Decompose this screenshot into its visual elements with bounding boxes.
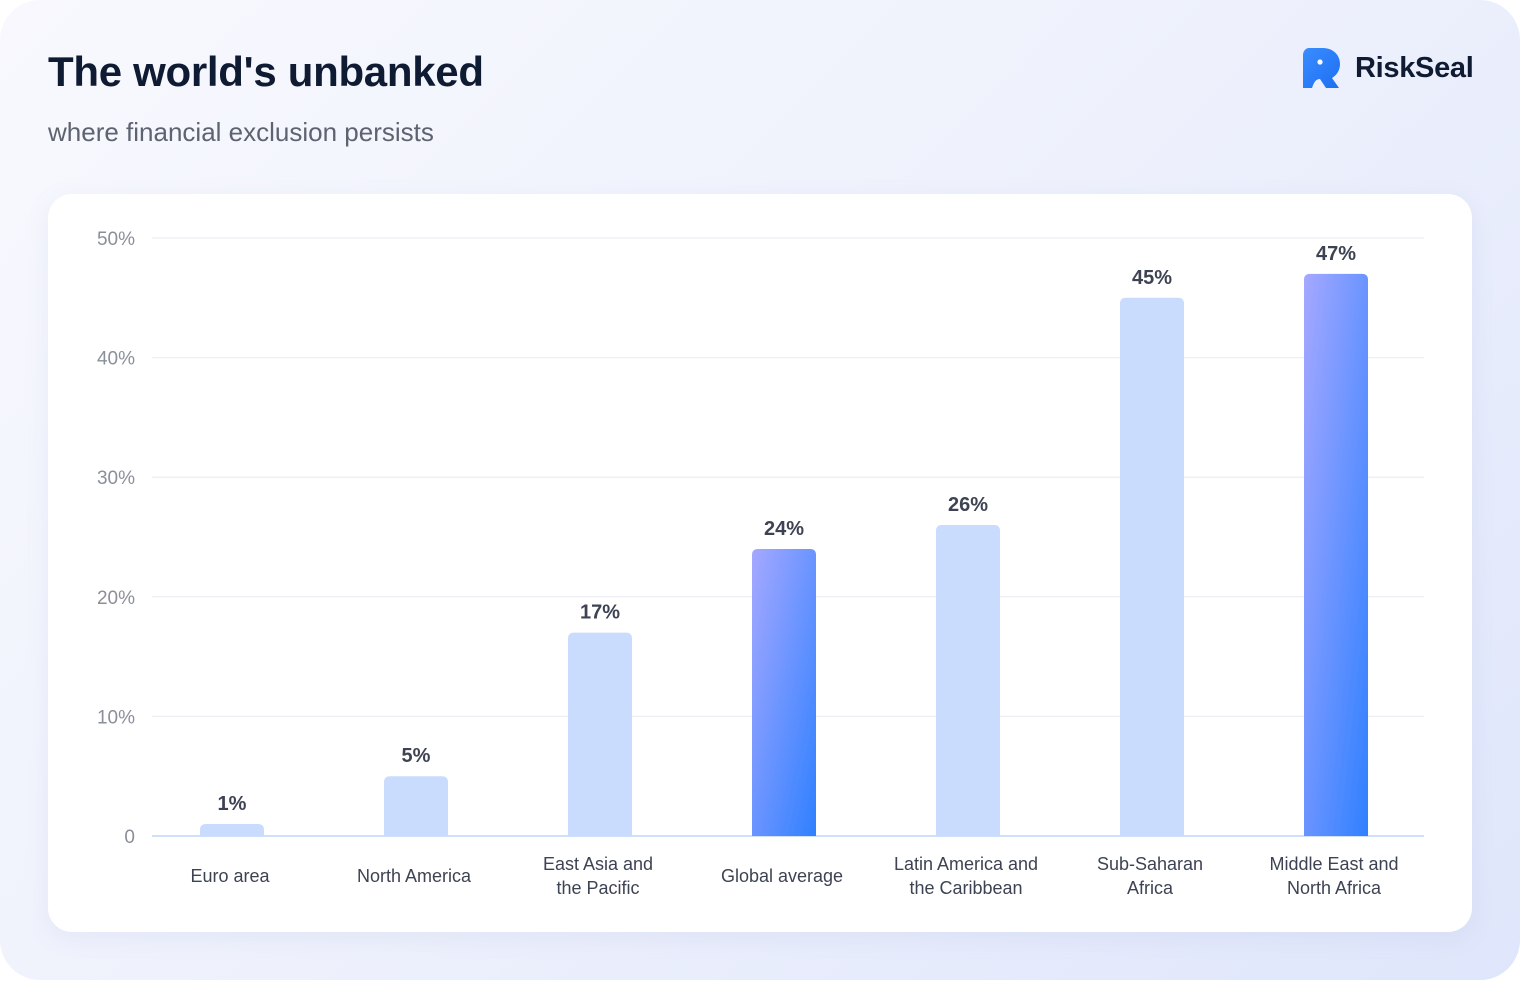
value-label: 47% [1316,243,1356,265]
bar-2 [568,632,632,836]
x-tick-label: Middle East and North Africa [1269,854,1398,898]
bar-6 [1304,273,1368,836]
brand-logo: RiskSeal [1302,46,1474,90]
y-tick-label: 50% [97,229,135,250]
x-tick-label: North America [357,866,472,886]
bar-3 [752,548,816,836]
bar-1 [384,776,448,836]
y-tick-label: 0 [124,827,135,848]
value-label: 17% [580,602,620,624]
x-tick-label-line: Global average [721,866,843,886]
x-tick-label-line: Middle East and [1269,854,1398,874]
x-tick-label-line: Africa [1127,878,1174,898]
bar-4 [936,525,1000,836]
x-tick-label-line: the Pacific [556,878,639,898]
x-tick-label-line: Latin America and [894,854,1038,874]
x-tick-label-line: North America [357,866,472,886]
x-tick-label: Latin America and the Caribbean [894,854,1038,898]
value-label: 24% [764,518,804,540]
x-tick-label: Euro area [190,866,270,886]
x-tick-label-line: East Asia and [543,854,653,874]
x-tick-label: East Asia and the Pacific [543,854,653,898]
value-label: 45% [1132,267,1172,289]
page-title: The world's unbanked [48,48,484,95]
y-tick-label: 40% [97,349,135,370]
y-tick-label: 10% [97,707,135,728]
brand-name: RiskSeal [1355,51,1474,84]
x-tick-label-line: North Africa [1287,878,1382,898]
bar-chart: 0 10% 20% 30% 40% 50% 1% Euro area 5% North Amer… [97,229,1424,898]
bar-5 [1120,297,1184,836]
x-tick-label-line: Euro area [190,866,270,886]
x-tick-label-line: the Caribbean [909,878,1022,898]
bar-0 [200,824,264,836]
value-label: 1% [218,793,247,815]
x-tick-label: Global average [721,866,843,886]
value-label: 5% [402,745,431,767]
value-label: 26% [948,494,988,516]
y-tick-label: 30% [97,468,135,489]
page-subtitle: where financial exclusion persists [48,117,434,147]
x-tick-label-line: Sub-Saharan [1097,854,1203,874]
x-tick-label: Sub-Saharan Africa [1097,854,1203,898]
chart-card: 0 10% 20% 30% 40% 50% 1% Euro area 5% North Amer… [48,194,1472,932]
riskseal-logo-icon [1303,48,1340,88]
y-tick-label: 20% [97,588,135,609]
